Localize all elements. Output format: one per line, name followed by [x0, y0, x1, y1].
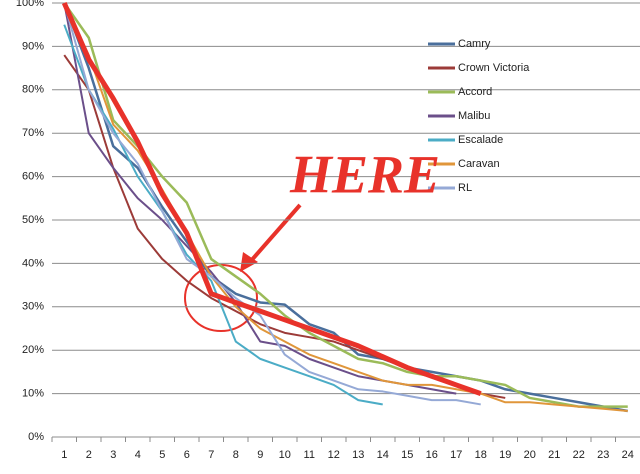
x-tick-label: 3 — [110, 449, 116, 461]
y-tick-label: 0% — [28, 431, 44, 443]
series-line — [63, 2, 481, 406]
legend-label: Caravan — [458, 158, 500, 170]
y-tick-label: 60% — [22, 171, 44, 183]
legend-label: Escalade — [458, 134, 503, 146]
x-tick-label: 18 — [475, 449, 487, 461]
legend-label: RL — [458, 182, 472, 194]
series-line — [63, 2, 628, 408]
x-tick-label: 16 — [426, 449, 438, 461]
x-tick-label: 13 — [352, 449, 364, 461]
y-tick-label: 50% — [22, 214, 44, 226]
y-tick-label: 20% — [22, 344, 44, 356]
arrow-head — [240, 252, 258, 272]
y-tick-label: 100% — [16, 0, 44, 9]
y-tick-label: 10% — [22, 388, 44, 400]
series-line — [61, 2, 482, 396]
x-tick-label: 2 — [86, 449, 92, 461]
x-tick-label: 14 — [377, 449, 389, 461]
x-tick-label: 19 — [499, 449, 511, 461]
x-tick-label: 6 — [184, 449, 190, 461]
x-tick-label: 24 — [622, 449, 634, 461]
legend-label: Accord — [458, 86, 492, 98]
x-tick-label: 15 — [401, 449, 413, 461]
legend-label: Crown Victoria — [458, 62, 530, 74]
y-tick-label: 80% — [22, 84, 44, 96]
x-tick-label: 21 — [548, 449, 560, 461]
x-tick-label: 17 — [450, 449, 462, 461]
annotation: HERE — [289, 144, 440, 204]
x-tick-label: 4 — [135, 449, 141, 461]
x-tick-label: 1 — [61, 449, 67, 461]
y-tick-label: 90% — [22, 40, 44, 52]
y-tick-label: 70% — [22, 127, 44, 139]
legend-label: Malibu — [458, 110, 490, 122]
y-tick-label: 30% — [22, 301, 44, 313]
x-tick-label: 8 — [233, 449, 239, 461]
x-tick-label: 12 — [328, 449, 340, 461]
x-tick-label: 11 — [304, 449, 315, 461]
x-tick-label: 9 — [257, 449, 263, 461]
x-tick-label: 7 — [208, 449, 214, 461]
arrow — [248, 203, 302, 264]
x-tick-label: 10 — [279, 449, 291, 461]
x-tick-label: 22 — [573, 449, 585, 461]
y-tick-label: 40% — [22, 257, 44, 269]
legend-label: Camry — [458, 38, 491, 50]
x-tick-label: 5 — [159, 449, 165, 461]
x-tick-label: 20 — [524, 449, 536, 461]
x-tick-label: 23 — [597, 449, 609, 461]
